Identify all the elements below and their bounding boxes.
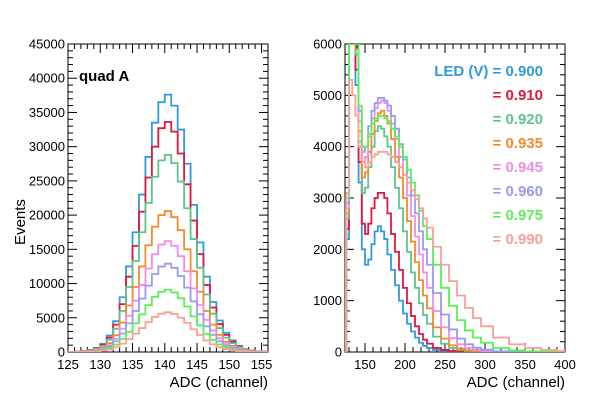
y-tick-label: 5000 (313, 88, 342, 103)
series-line-1 (68, 121, 268, 352)
series-line-0 (68, 93, 268, 352)
x-tick-label: 125 (57, 357, 79, 372)
x-tick-label: 135 (122, 357, 144, 372)
series-line-5 (345, 44, 549, 352)
x-tick-label: 300 (474, 357, 496, 372)
y-tick-label: 5000 (36, 310, 65, 325)
y-tick-label: 10000 (29, 276, 65, 291)
y-tick-label: 0 (58, 345, 65, 360)
y-tick-label: 1000 (313, 293, 342, 308)
legend-entry: LED (V) = 0.900 (434, 63, 543, 80)
x-tick-label: 150 (354, 357, 376, 372)
series-line-7 (345, 79, 565, 352)
y-tick-label: 30000 (29, 139, 65, 154)
series-line-3 (68, 210, 268, 352)
legend-entry: = 0.975 (493, 207, 543, 224)
x-tick-label: 350 (514, 357, 536, 372)
legend-entry: = 0.960 (493, 183, 543, 200)
x-tick-label: 200 (394, 357, 416, 372)
legend-entry: = 0.920 (493, 111, 543, 128)
chart-panel-left: 125 130 135 140 145 150 155 0 5000 10000 15000 2000… (12, 37, 272, 392)
y-tick-label: 0 (335, 345, 342, 360)
x-tick-label: 250 (434, 357, 456, 372)
chart-panel-right: 150 200 250 300 350 4000100020003000400050006… (313, 37, 576, 392)
series-line-6 (345, 44, 565, 352)
legend-entry: = 0.945 (493, 159, 543, 176)
series-group (345, 44, 565, 352)
series-line-5 (68, 262, 268, 352)
x-tick-label: 400 (554, 357, 576, 372)
y-tick-label: 25000 (29, 173, 65, 188)
y-tick-label: 3000 (313, 191, 342, 206)
x-tick-label: 155 (251, 357, 273, 372)
y-tick-label: 6000 (313, 37, 342, 52)
y-tick-label: 15000 (29, 242, 65, 257)
series-line-6 (68, 288, 268, 352)
series-line-3 (345, 44, 517, 352)
series-group (68, 93, 268, 352)
y-tick-label: 4000 (313, 139, 342, 154)
series-line-1 (345, 44, 501, 352)
y-tick-label: 2000 (313, 242, 342, 257)
x-tick-label: 150 (218, 357, 240, 372)
series-line-2 (345, 44, 517, 352)
series-line-4 (68, 240, 268, 352)
x-axis-title: ADC (channel) (170, 374, 268, 391)
panel-annotation: quad A (79, 68, 129, 85)
legend-entry: = 0.910 (493, 87, 543, 104)
series-line-2 (68, 153, 268, 352)
y-axis-title: Events (12, 199, 29, 245)
plot-frame (67, 43, 269, 353)
y-tick-label: 45000 (29, 37, 65, 52)
legend-entry: = 0.990 (493, 231, 543, 248)
x-tick-label: 145 (186, 357, 208, 372)
x-tick-label: 130 (89, 357, 111, 372)
legend-entry: = 0.935 (493, 135, 543, 152)
y-tick-label: 20000 (29, 208, 65, 223)
x-axis-title: ADC (channel) (467, 374, 565, 391)
x-tick-label: 140 (154, 357, 176, 372)
y-tick-label: 40000 (29, 71, 65, 86)
series-line-7 (68, 311, 268, 352)
y-tick-label: 35000 (29, 105, 65, 120)
